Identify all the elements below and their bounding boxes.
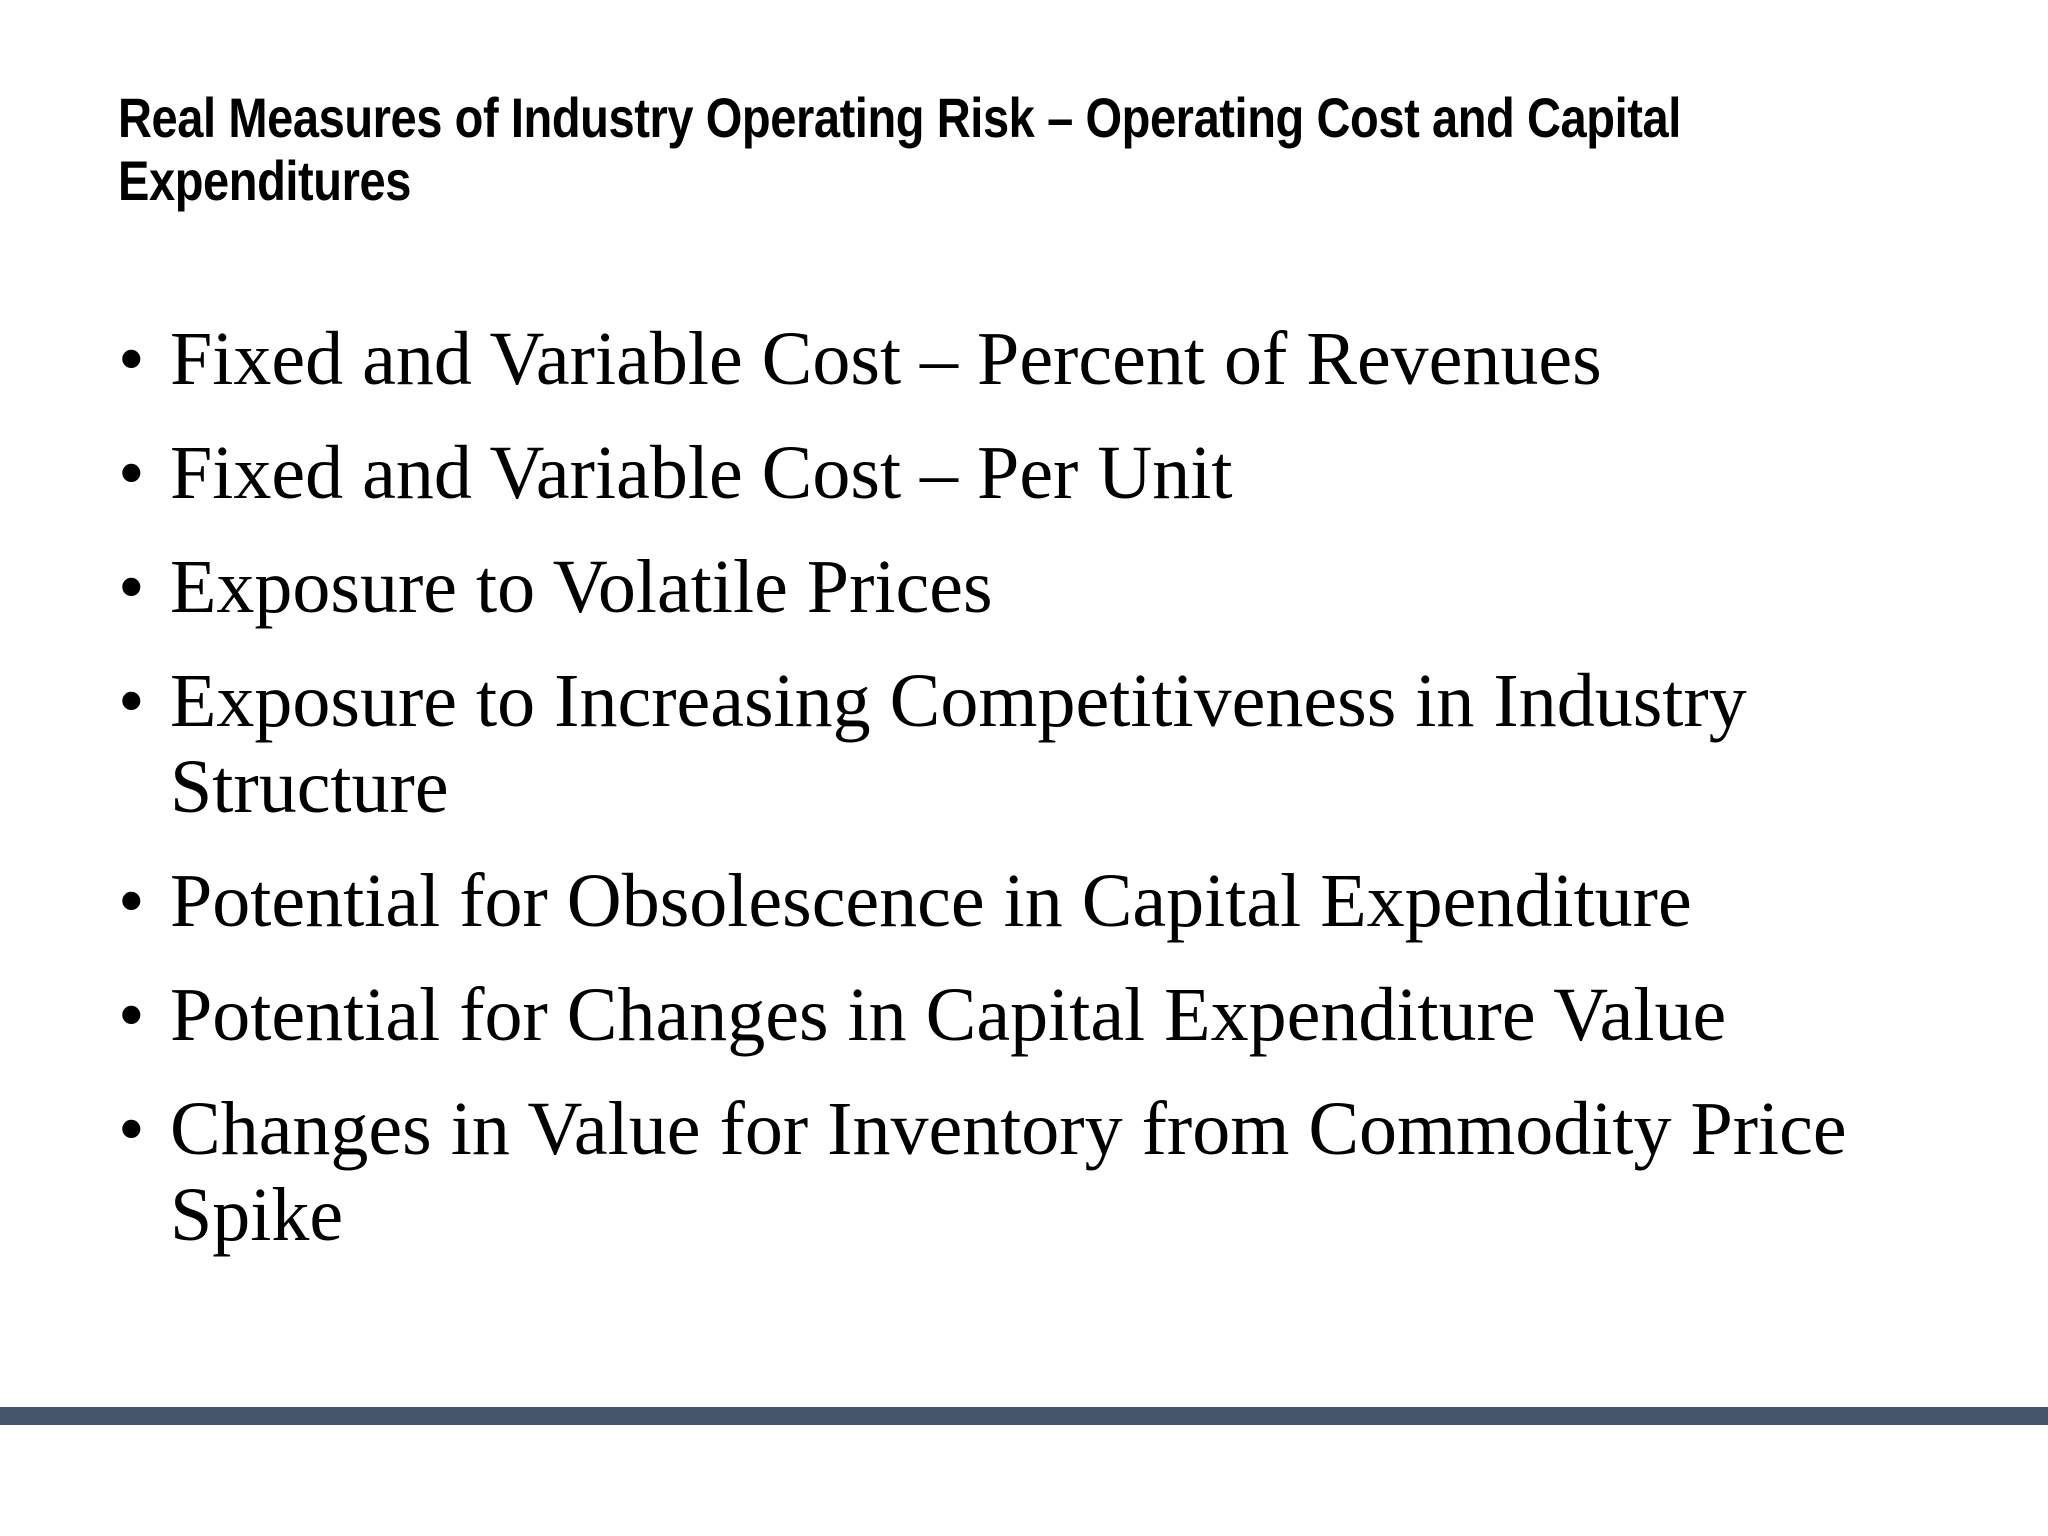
bullet-dot-icon: • xyxy=(118,659,145,743)
bullet-item: • Exposure to Volatile Prices xyxy=(118,544,2048,630)
bullet-list: • Fixed and Variable Cost – Percent of R… xyxy=(0,316,2048,1286)
bullet-dot-icon: • xyxy=(118,1087,145,1171)
bullet-dot-icon: • xyxy=(118,317,145,401)
bullet-dot-icon: • xyxy=(118,973,145,1057)
bullet-item: • Fixed and Variable Cost – Per Unit xyxy=(118,430,2048,516)
bullet-text: Fixed and Variable Cost – Percent of Rev… xyxy=(170,317,1602,401)
bullet-item: • Exposure to Increasing Competitiveness… xyxy=(118,658,2048,830)
bullet-dot-icon: • xyxy=(118,545,145,629)
bullet-text: Exposure to Volatile Prices xyxy=(170,545,993,629)
bullet-item: • Potential for Changes in Capital Expen… xyxy=(118,972,2048,1058)
bullet-text: Potential for Obsolescence in Capital Ex… xyxy=(170,859,1692,943)
bullet-text: Potential for Changes in Capital Expendi… xyxy=(170,973,1727,1057)
footer-accent-bar xyxy=(0,1407,2048,1425)
bullet-dot-icon: • xyxy=(118,431,145,515)
slide-title: Real Measures of Industry Operating Risk… xyxy=(118,86,1681,212)
bullet-text: Exposure to Increasing Competitiveness i… xyxy=(170,659,1747,829)
bullet-item: • Changes in Value for Inventory from Co… xyxy=(118,1086,2048,1258)
bullet-item: • Fixed and Variable Cost – Percent of R… xyxy=(118,316,2048,402)
bullet-item: • Potential for Obsolescence in Capital … xyxy=(118,858,2048,944)
bullet-text: Changes in Value for Inventory from Comm… xyxy=(170,1087,1847,1257)
bullet-text: Fixed and Variable Cost – Per Unit xyxy=(170,431,1233,515)
bullet-dot-icon: • xyxy=(118,859,145,943)
